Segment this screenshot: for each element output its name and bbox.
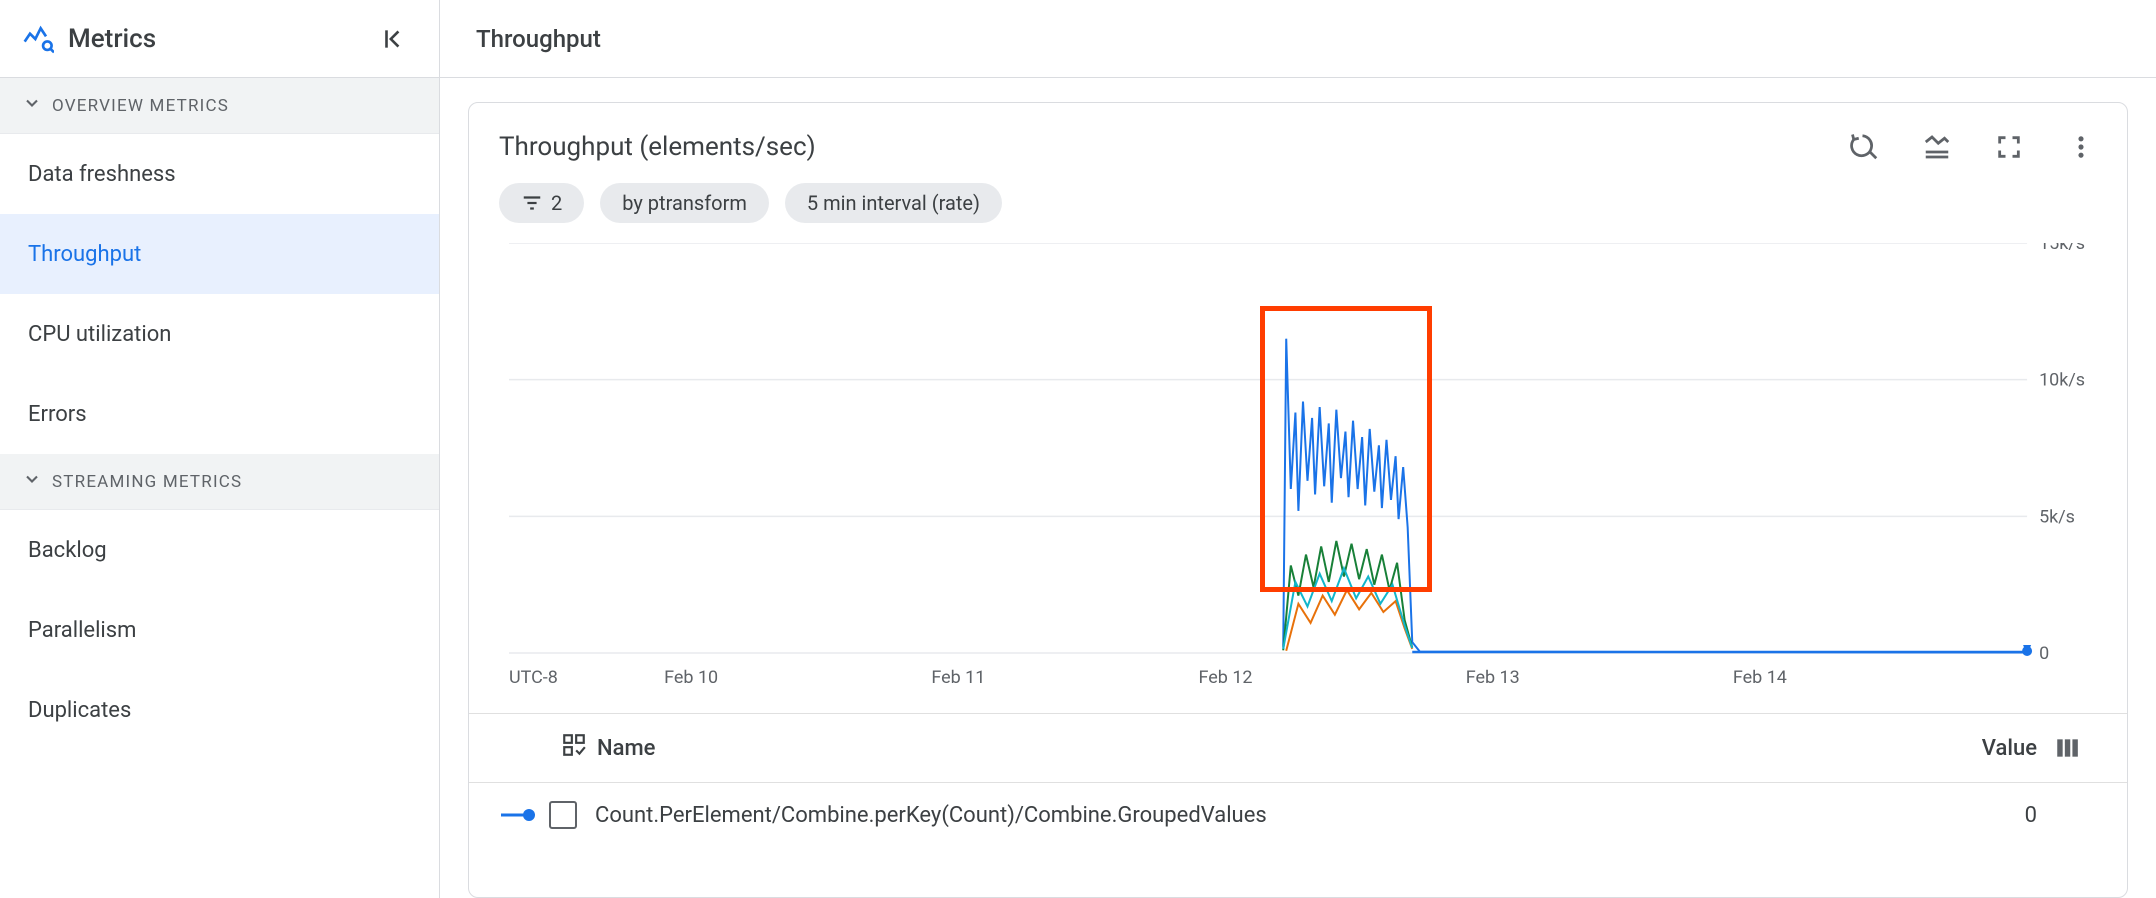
sidebar-title: Metrics — [68, 24, 375, 54]
svg-text:UTC-8: UTC-8 — [509, 667, 558, 688]
column-picker-icon[interactable] — [2037, 735, 2097, 761]
svg-text:Feb 11: Feb 11 — [931, 667, 985, 688]
nav-item-throughput[interactable]: Throughput — [0, 214, 439, 294]
nav-item-cpu-utilization[interactable]: CPU utilization — [0, 294, 439, 374]
nav-item-data-freshness[interactable]: Data freshness — [0, 134, 439, 214]
throughput-chart[interactable]: 0 5k/s 10k/s 15k/s UTC-8 Feb 10 Feb 11 Feb 12 Fe… — [499, 243, 2097, 693]
collapse-sidebar-button[interactable] — [375, 21, 411, 57]
th-value-label: Value — [1917, 736, 2037, 761]
row-value: 0 — [1917, 803, 2037, 828]
section-header-overview[interactable]: OVERVIEW METRICS — [0, 78, 439, 134]
nav-item-parallelism[interactable]: Parallelism — [0, 590, 439, 670]
section-header-streaming[interactable]: STREAMING METRICS — [0, 454, 439, 510]
panel-title: Throughput (elements/sec) — [499, 132, 1849, 162]
section-label: OVERVIEW METRICS — [52, 96, 229, 116]
chevron-down-icon — [22, 469, 42, 494]
interval-chip[interactable]: 5 min interval (rate) — [785, 183, 1002, 223]
th-name-label: Name — [597, 736, 655, 761]
svg-text:Feb 14: Feb 14 — [1733, 667, 1787, 688]
sidebar: Metrics OVERVIEW METRICS Data freshness … — [0, 0, 440, 898]
svg-text:Feb 10: Feb 10 — [664, 667, 718, 688]
more-options-icon[interactable] — [2065, 131, 2097, 163]
filter-count-chip[interactable]: 2 — [499, 183, 584, 223]
svg-text:Feb 12: Feb 12 — [1199, 667, 1253, 688]
throughput-panel: Throughput (elements/sec) — [468, 102, 2128, 898]
main: Throughput Throughput (elements/sec) — [440, 0, 2156, 898]
group-by-chip[interactable]: by ptransform — [600, 183, 769, 223]
legend-table-header: Name Value — [469, 713, 2127, 783]
row-checkbox[interactable] — [549, 801, 577, 829]
page-title: Throughput — [440, 0, 2156, 78]
filter-icon — [521, 192, 543, 214]
sidebar-header: Metrics — [0, 0, 439, 78]
svg-text:0: 0 — [2039, 643, 2049, 664]
svg-text:5k/s: 5k/s — [2039, 506, 2075, 527]
reset-zoom-icon[interactable] — [1849, 131, 1881, 163]
nav-item-duplicates[interactable]: Duplicates — [0, 670, 439, 750]
chevron-down-icon — [22, 93, 42, 118]
filter-chips: 2 by ptransform 5 min interval (rate) — [469, 175, 2127, 243]
row-name: Count.PerElement/Combine.perKey(Count)/C… — [595, 803, 1917, 828]
nav-item-errors[interactable]: Errors — [0, 374, 439, 454]
legend-toggle-icon[interactable] — [1921, 131, 1953, 163]
visibility-columns-icon[interactable] — [561, 732, 587, 764]
series-marker-icon — [499, 805, 549, 825]
nav-item-backlog[interactable]: Backlog — [0, 510, 439, 590]
section-label: STREAMING METRICS — [52, 472, 242, 492]
legend-row[interactable]: Count.PerElement/Combine.perKey(Count)/C… — [469, 783, 2127, 847]
metrics-logo-icon — [22, 23, 54, 55]
fullscreen-icon[interactable] — [1993, 131, 2025, 163]
svg-text:10k/s: 10k/s — [2039, 370, 2085, 391]
svg-text:15k/s: 15k/s — [2039, 243, 2085, 254]
svg-text:Feb 13: Feb 13 — [1466, 667, 1520, 688]
